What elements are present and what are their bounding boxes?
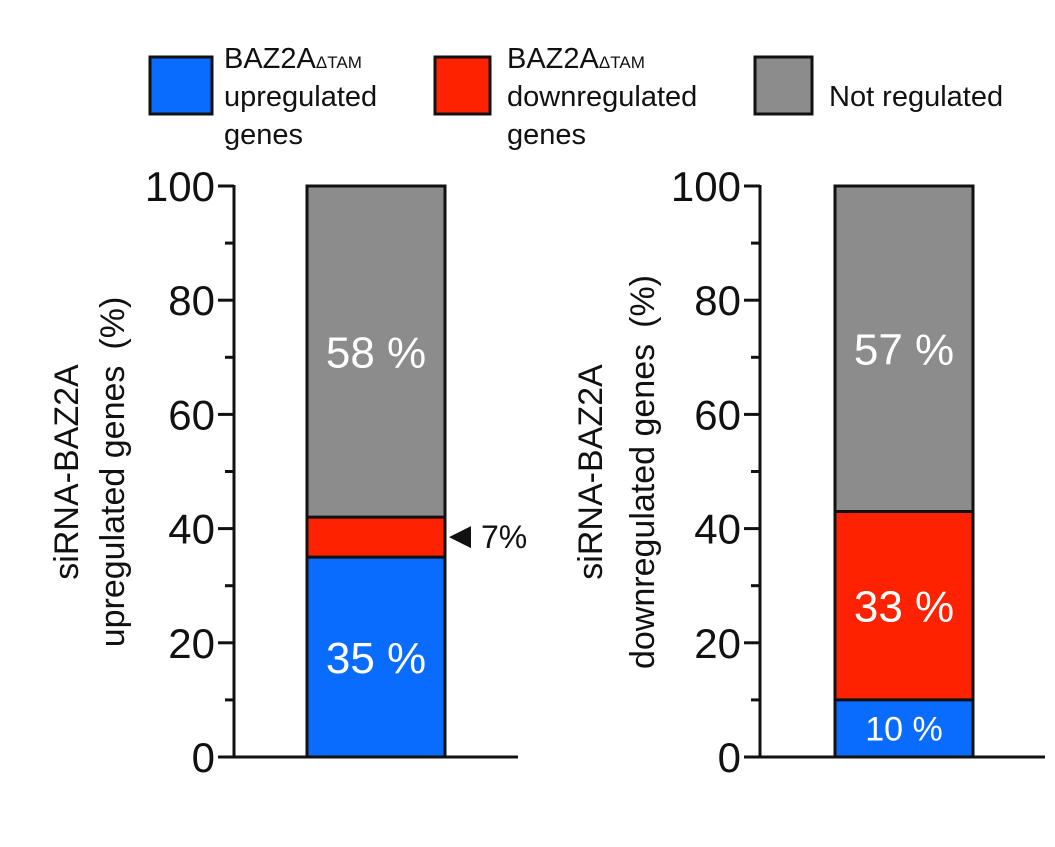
data-label: 33 % xyxy=(854,583,954,632)
legend-swatch-not-regulated xyxy=(753,55,814,116)
legend-item-upregulated: BAZ2AΔTAM upregulated genes xyxy=(148,43,377,151)
y-tick-label: 60 xyxy=(168,391,215,438)
data-label-callout: 7% xyxy=(481,519,527,555)
y-tick-label: 80 xyxy=(694,277,741,324)
chart-downregulated: siRNA-BAZ2A downregulated genes(%) 0 20 40… xyxy=(572,163,1045,781)
bar-segment-not-regulated xyxy=(835,186,973,512)
legend-swatch-upregulated xyxy=(148,55,214,116)
callout-arrow-icon xyxy=(449,526,471,549)
bar-segment-upregulated xyxy=(835,699,973,757)
bar-segment-downregulated xyxy=(835,511,973,700)
y-tick-label: 20 xyxy=(694,620,741,667)
bar-segment-downregulated xyxy=(307,517,445,558)
bar-segment-not-regulated xyxy=(307,186,445,518)
legend-item-not-regulated: Not regulated xyxy=(753,55,1003,116)
legend: BAZ2AΔTAM upregulated genes BAZ2AΔTAM do… xyxy=(148,43,1003,151)
data-label: 35 % xyxy=(326,634,426,683)
bar-segment-upregulated xyxy=(307,557,445,757)
chart-upregulated: siRNA-BAZ2A upregulated genes(%) 0 20 40 60… xyxy=(48,163,527,781)
bar-outline xyxy=(305,184,447,759)
y-tick-label: 80 xyxy=(168,277,215,324)
legend-label-upregulated-line3: genes xyxy=(224,119,303,151)
legend-label-upregulated-line1: BAZ2AΔTAM xyxy=(224,43,362,75)
data-label: 10 % xyxy=(865,711,943,749)
data-label: 57 % xyxy=(854,326,954,375)
y-axis-label-line1: siRNA-BAZ2A xyxy=(572,364,610,580)
legend-subscript: ΔTAM xyxy=(599,53,645,72)
legend-label-downregulated-line1: BAZ2AΔTAM xyxy=(507,43,645,75)
y-tick-label: 60 xyxy=(694,391,741,438)
legend-label-upregulated-line2: upregulated xyxy=(224,81,377,113)
y-tick-label: 100 xyxy=(671,163,741,210)
y-tick-label: 0 xyxy=(718,734,741,781)
legend-swatch-downregulated xyxy=(433,55,492,116)
legend-label-downregulated-line3: genes xyxy=(507,119,586,151)
y-tick-label: 20 xyxy=(168,620,215,667)
data-label: 58 % xyxy=(326,328,426,377)
y-tick-label: 40 xyxy=(694,506,741,553)
y-axis-label-line2: downregulated genes(%) xyxy=(624,275,662,669)
y-tick-label: 100 xyxy=(145,163,215,210)
bar-outline xyxy=(833,184,975,759)
y-axis-label-line2: upregulated genes(%) xyxy=(94,297,132,648)
y-tick-label: 0 xyxy=(192,734,215,781)
legend-item-downregulated: BAZ2AΔTAM downregulated genes xyxy=(433,43,697,151)
y-axis-label-line1: siRNA-BAZ2A xyxy=(48,364,86,580)
legend-label-downregulated-line2: downregulated xyxy=(507,81,697,113)
y-tick-label: 40 xyxy=(168,506,215,553)
legend-subscript: ΔTAM xyxy=(316,53,362,72)
legend-label-not-regulated: Not regulated xyxy=(829,81,1003,113)
